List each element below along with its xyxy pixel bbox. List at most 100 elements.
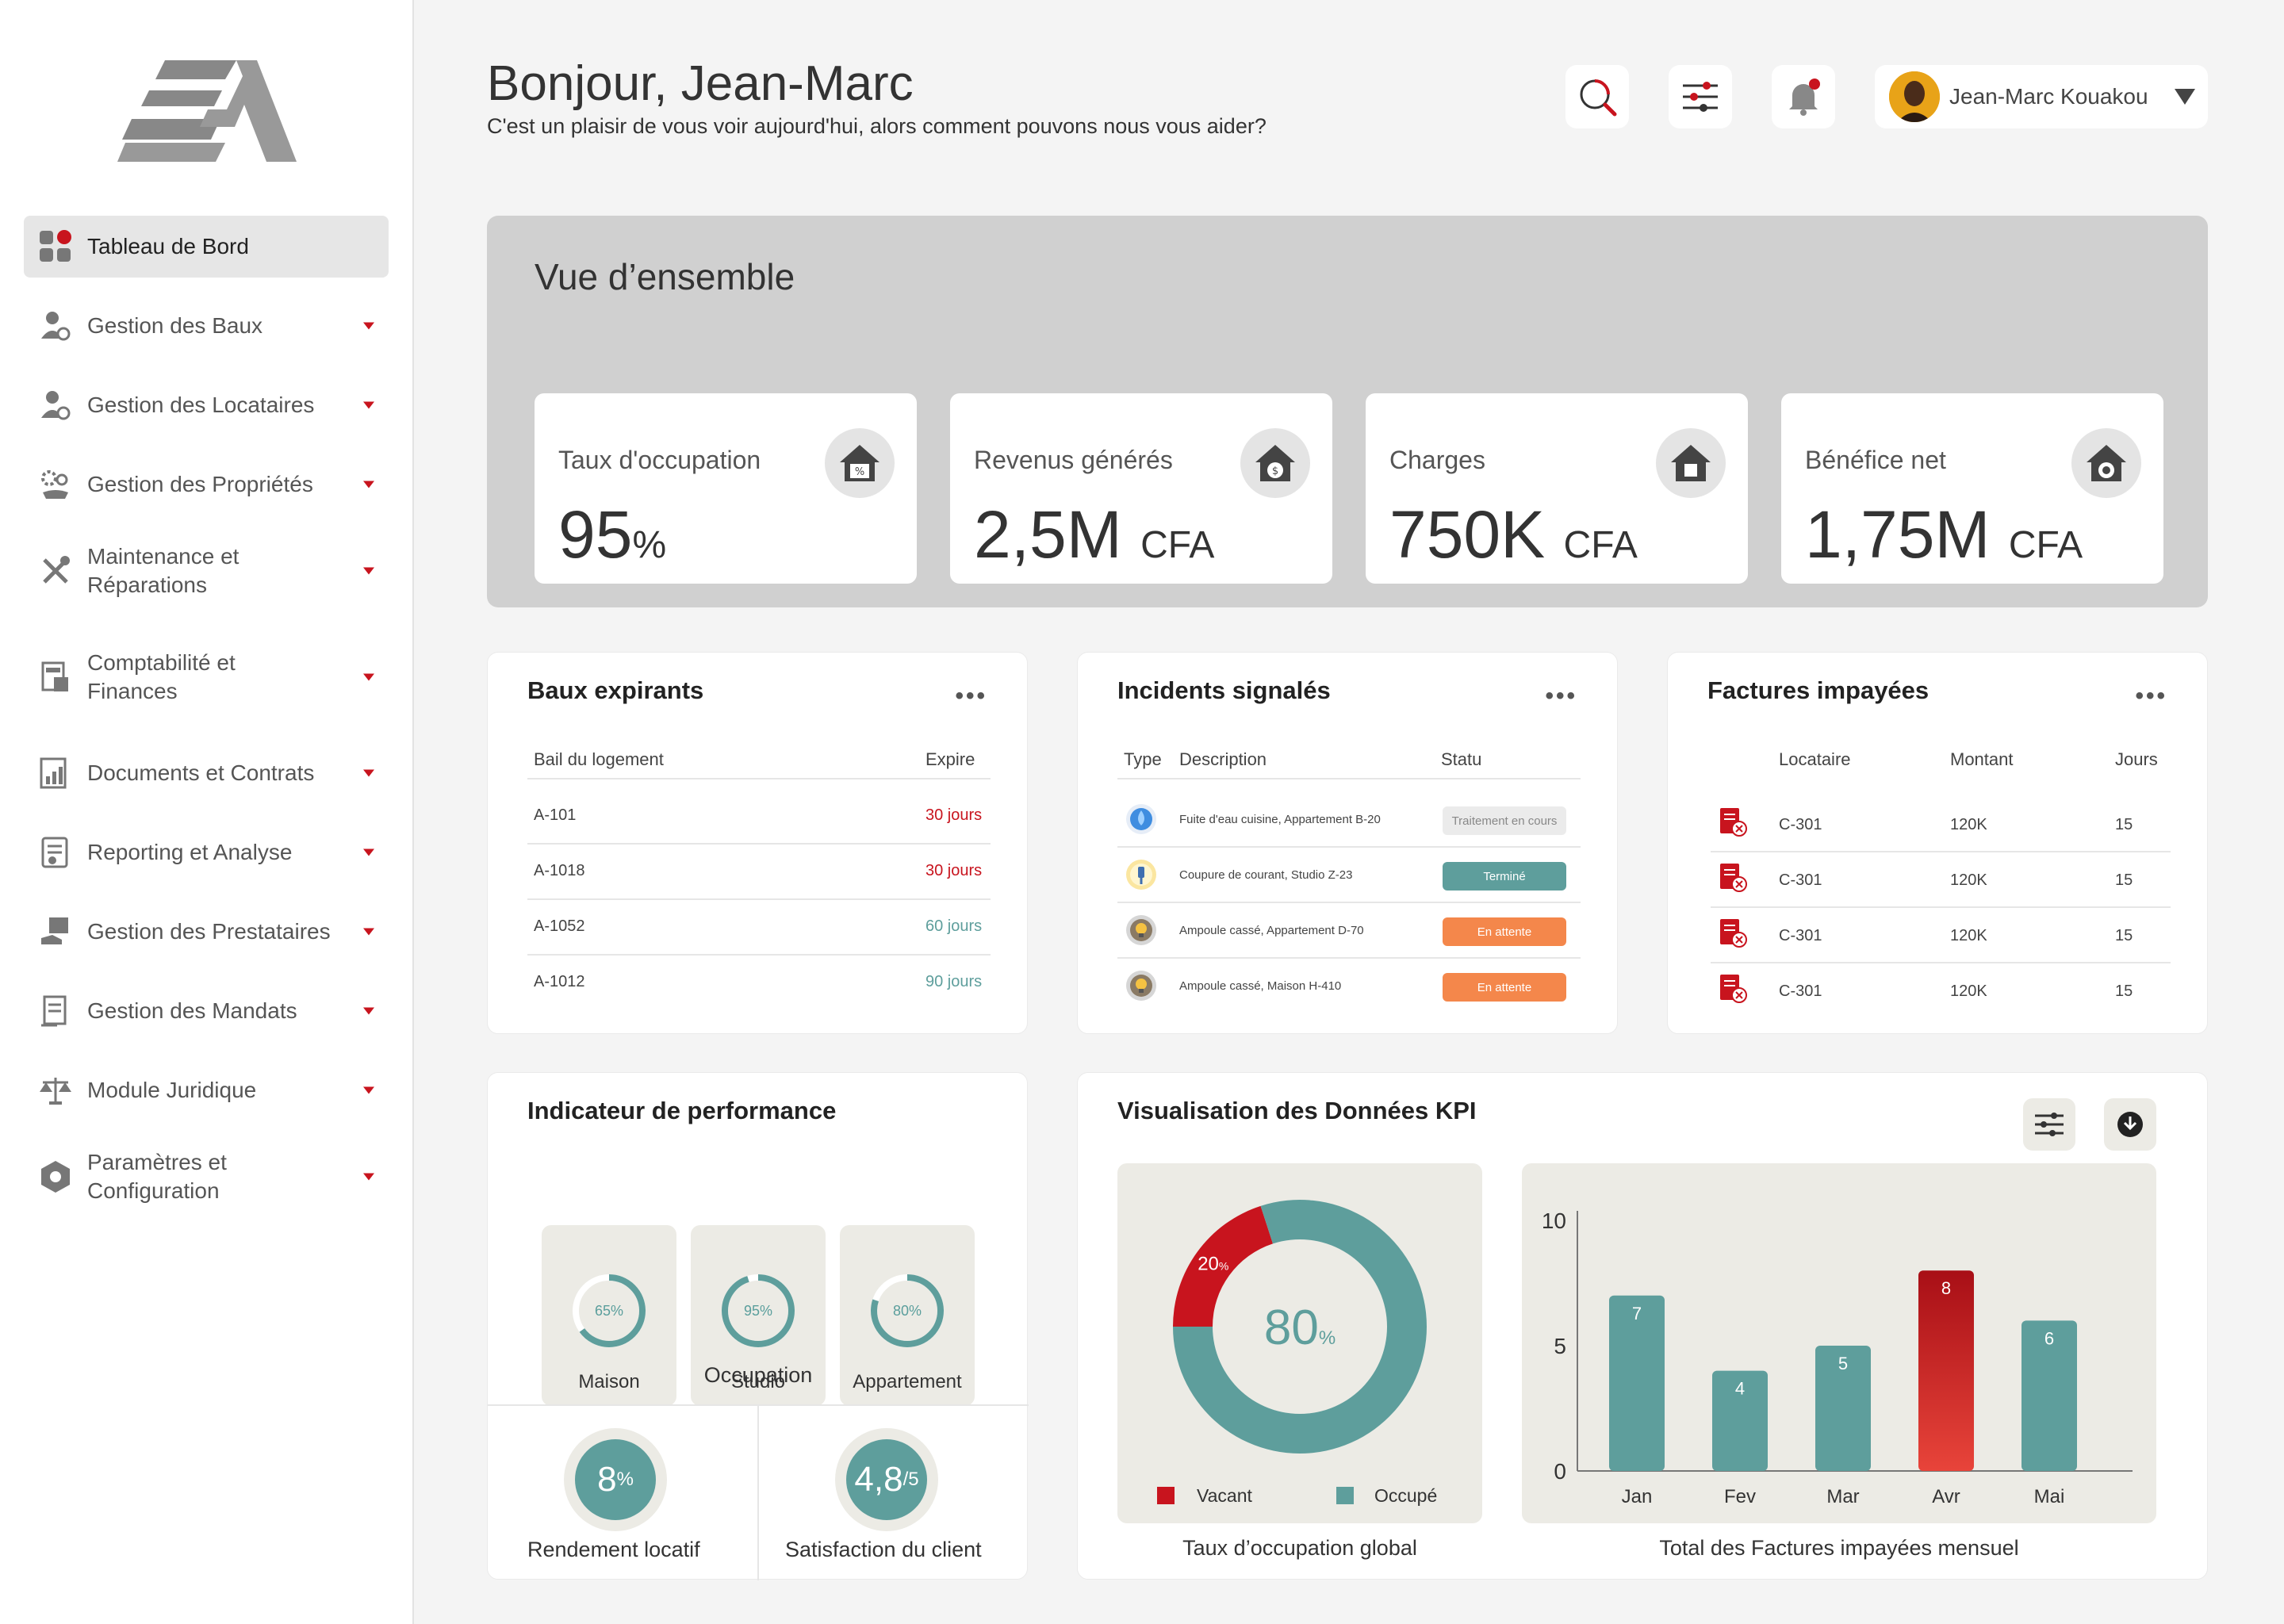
sidebar-item[interactable]: Tableau de Bord — [24, 216, 389, 278]
chevron-down-icon[interactable] — [363, 673, 374, 681]
more-options-icon[interactable]: ••• — [2135, 683, 2167, 709]
invoice-days: 15 — [2115, 982, 2133, 1000]
chevron-down-icon[interactable] — [363, 1086, 374, 1094]
kpi-card-revenue: Revenus générés 2,5M CFA $ — [950, 393, 1332, 584]
sidebar-item[interactable]: Maintenance et Réparations — [24, 531, 389, 611]
sidebar-item[interactable]: Gestion des Mandats — [24, 980, 389, 1042]
incident-description: Fuite d'eau cuisine, Appartement B-20 — [1179, 813, 1381, 826]
bar-value-label: 5 — [1838, 1354, 1848, 1373]
chevron-down-icon[interactable] — [363, 322, 374, 330]
chevron-down-icon[interactable] — [363, 481, 374, 488]
tile-label: Studio — [730, 1371, 786, 1392]
invoice-error-icon — [1717, 973, 1749, 1009]
sliders-icon — [2035, 1113, 2064, 1136]
column-header: Montant — [1950, 749, 2014, 769]
bar — [2021, 1320, 2077, 1471]
sidebar-item[interactable]: Reporting et Analyse — [24, 822, 389, 883]
invoice-days: 15 — [2115, 871, 2133, 889]
kpi-card-charges: Charges 750K CFA — [1366, 393, 1748, 584]
ring-value: 65% — [594, 1302, 624, 1319]
overview-title: Vue d’ensemble — [535, 256, 795, 297]
chart-filter-button[interactable] — [2023, 1098, 2075, 1151]
sidebar-item[interactable]: Module Juridique — [24, 1059, 389, 1121]
invoice-amount: 120K — [1950, 871, 1987, 889]
ring-value: 95% — [743, 1302, 773, 1319]
column-header: Jours — [2115, 749, 2158, 769]
kpi-value: 1,75M CFA — [1805, 497, 2083, 572]
occupation-label: Occupation — [703, 1363, 813, 1387]
notifications-button[interactable] — [1772, 65, 1835, 128]
performance-tile: 80% Appartement — [840, 1225, 975, 1406]
performance-card: Indicateur de performance 65% Maison 95%… — [487, 1072, 1029, 1580]
chevron-down-icon[interactable] — [363, 769, 374, 777]
card-title: Visualisation des Données KPI — [1117, 1097, 1477, 1124]
card-title: Factures impayées — [1707, 676, 1930, 704]
chevron-down-icon[interactable] — [363, 1173, 374, 1181]
more-options-icon[interactable]: ••• — [1545, 683, 1577, 709]
column-header: Description — [1179, 749, 1267, 769]
sidebar-item-label: Tableau de Bord — [87, 234, 249, 259]
chevron-down-icon[interactable] — [2175, 89, 2195, 105]
column-header: Locataire — [1779, 749, 1851, 769]
kpi-card-net-profit: Bénéfice net 1,75M CFA — [1781, 393, 2163, 584]
invoice-tenant: C-301 — [1779, 927, 1822, 944]
invoice-tenant: C-301 — [1779, 982, 1822, 1000]
sidebar-item[interactable]: Documents et Contrats — [24, 742, 389, 804]
x-tick-label: Mar — [1826, 1486, 1859, 1507]
chevron-down-icon[interactable] — [363, 848, 374, 856]
chevron-down-icon[interactable] — [363, 1007, 374, 1015]
chevron-down-icon[interactable] — [363, 567, 374, 575]
kpi-visualization-card: Visualisation des Données KPI 80% 20% Vac… — [1077, 1072, 2208, 1580]
donut-panel: 80% 20% Vacant Occupé — [1117, 1163, 1482, 1523]
x-tick-label: Fev — [1724, 1486, 1756, 1507]
lease-expiry: 30 jours — [925, 806, 983, 824]
lease-expiry: 30 jours — [925, 862, 983, 879]
search-button[interactable] — [1565, 65, 1629, 128]
accounting-icon — [38, 660, 73, 695]
lease-unit: A-101 — [534, 806, 577, 824]
invoice-amount: 120K — [1950, 816, 1987, 833]
performance-tile: 65% Maison — [542, 1225, 676, 1406]
sidebar-item[interactable]: Paramètres et Configuration — [24, 1137, 389, 1216]
incidents-card: Incidents signalés ••• Type Description … — [1077, 652, 1618, 1034]
more-options-icon[interactable]: ••• — [955, 683, 987, 709]
water-drop-icon — [1125, 803, 1157, 839]
house-profit-icon — [2071, 428, 2141, 498]
sidebar-item[interactable]: Comptabilité et Finances — [24, 638, 389, 717]
balance-scale-icon — [38, 1073, 73, 1108]
filter-settings-button[interactable] — [1669, 65, 1732, 128]
svg-text:%: % — [855, 466, 864, 478]
donut-caption: Taux d’occupation global — [1182, 1536, 1417, 1560]
satisfaction-badge: 4,8/5 — [835, 1428, 938, 1531]
performance-tile: 95% Studio — [691, 1225, 826, 1406]
donut-slice-label: 20% — [1198, 1254, 1228, 1275]
sidebar-item[interactable]: Gestion des Propriétés — [24, 454, 389, 515]
donut-slice-vacant — [1173, 1205, 1274, 1327]
provider-icon — [38, 914, 73, 949]
donut-center-label: 80% — [1264, 1300, 1336, 1355]
status-badge: En attente — [1443, 917, 1566, 946]
legend-swatch-occupied — [1336, 1487, 1354, 1504]
invoice-tenant: C-301 — [1779, 816, 1822, 833]
sidebar-item[interactable]: Gestion des Prestataires — [24, 901, 389, 963]
bar-value-label: 7 — [1632, 1304, 1642, 1323]
chevron-down-icon[interactable] — [363, 928, 374, 936]
download-button[interactable] — [2104, 1098, 2156, 1151]
incident-description: Coupure de courant, Studio Z-23 — [1179, 868, 1353, 882]
lease-unit: A-1052 — [534, 917, 585, 935]
invoice-tenant: C-301 — [1779, 871, 1822, 889]
electric-plug-icon — [1125, 859, 1157, 894]
expiring-leases-card: Baux expirants ••• Bail du logement Expi… — [487, 652, 1028, 1034]
y-tick-label: 10 — [1542, 1208, 1566, 1233]
settings-hex-icon — [38, 1159, 73, 1194]
x-tick-label: Avr — [1932, 1486, 1960, 1507]
sidebar-item[interactable]: Gestion des Baux — [24, 295, 389, 357]
invoice-days: 15 — [2115, 927, 2133, 944]
rental-yield-badge: 8% — [564, 1428, 667, 1531]
sliders-icon — [1683, 82, 1718, 112]
bar-caption: Total des Factures impayées mensuel — [1659, 1536, 2019, 1560]
user-menu[interactable]: Jean-Marc Kouakou — [1875, 65, 2208, 128]
chevron-down-icon[interactable] — [363, 401, 374, 409]
sidebar-item[interactable]: Gestion des Locataires — [24, 374, 389, 436]
legend-vacant: Vacant — [1197, 1485, 1252, 1506]
